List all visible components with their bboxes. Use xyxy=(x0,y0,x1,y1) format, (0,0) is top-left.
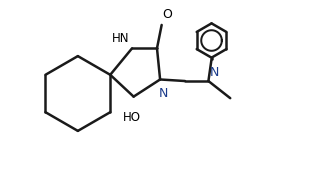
Text: HO: HO xyxy=(123,111,141,124)
Text: N: N xyxy=(210,66,219,79)
Text: HN: HN xyxy=(111,32,129,45)
Text: O: O xyxy=(162,8,172,21)
Text: N: N xyxy=(158,87,168,100)
